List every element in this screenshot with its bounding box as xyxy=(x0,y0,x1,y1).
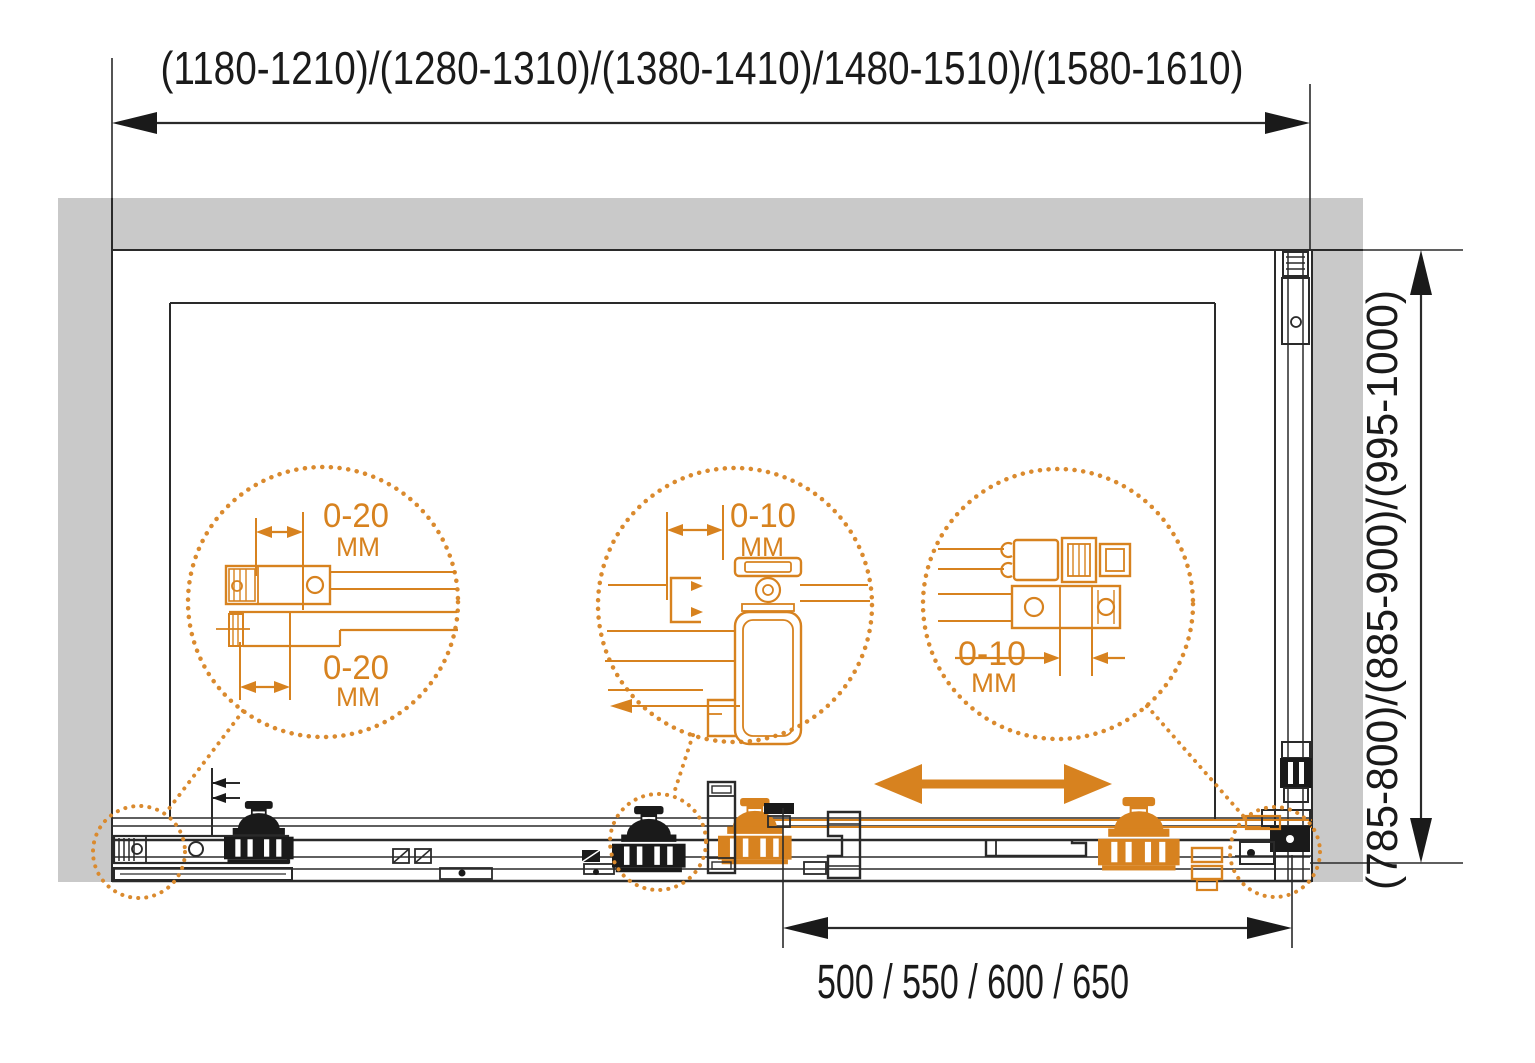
track-fixer-left xyxy=(392,848,493,880)
detail-circle-left xyxy=(185,464,461,740)
leader-left xyxy=(163,709,245,816)
wall-structure xyxy=(58,198,1363,883)
callout-right-value: 0-10 xyxy=(958,635,1026,673)
bottom-door-label: 500 / 550 / 600 / 650 xyxy=(817,956,1129,1009)
source-circle-right xyxy=(1228,805,1322,899)
right-end-hardware xyxy=(1235,741,1312,865)
roller-black-left xyxy=(224,801,294,864)
callout-left-top-unit: MM xyxy=(336,532,380,562)
callout-left-top-value: 0-20 xyxy=(323,497,389,535)
source-circle-left xyxy=(91,804,187,900)
stopper-knob xyxy=(764,803,794,828)
callout-right-unit: MM xyxy=(971,668,1017,698)
wall-left xyxy=(58,250,112,882)
bottom-door-dimension: 500 / 550 / 600 / 650 xyxy=(782,808,1293,1009)
callout-middle-content: 0-10 MM xyxy=(605,497,870,746)
wall-right xyxy=(1312,250,1363,882)
ghost-clip-right xyxy=(1244,814,1282,831)
top-width-dimension: (1180-1210)/(1280-1310)/(1380-1410)/1480… xyxy=(111,42,1311,250)
callout-left-content: 0-20 MM 0-20 MM xyxy=(216,497,458,712)
low-channel-bracket xyxy=(984,840,1088,858)
track-fixer-mid xyxy=(581,849,615,875)
leader-middle xyxy=(671,733,695,798)
detail-circle-right xyxy=(920,466,1196,742)
callout-left-bottom-unit: MM xyxy=(336,682,380,712)
right-height-label: (785-800)/(885-900)/(995-1000) xyxy=(1358,290,1407,890)
top-width-label: (1180-1210)/(1280-1310)/(1380-1410)/1480… xyxy=(161,42,1244,94)
roller-black-mid xyxy=(612,806,686,873)
roller-ghost-right xyxy=(1098,797,1180,871)
slide-direction-arrow xyxy=(874,764,1112,804)
callout-right-content: 0-10 MM xyxy=(938,536,1132,698)
ghost-bracket-right xyxy=(1190,846,1224,892)
detail-circle-middle xyxy=(595,465,875,745)
callout-left-bottom-value: 0-20 xyxy=(323,649,389,687)
callout-middle-value: 0-10 xyxy=(730,497,796,535)
right-height-dimension: (785-800)/(885-900)/(995-1000) xyxy=(1310,249,1463,890)
leader-right xyxy=(1145,704,1247,820)
c-bracket xyxy=(803,810,862,880)
source-circle-middle xyxy=(608,792,708,892)
glass-panel-outline xyxy=(169,250,1276,882)
tall-guide-bracket xyxy=(706,780,737,875)
wall-top xyxy=(58,198,1363,250)
callout-circles xyxy=(91,464,1322,900)
